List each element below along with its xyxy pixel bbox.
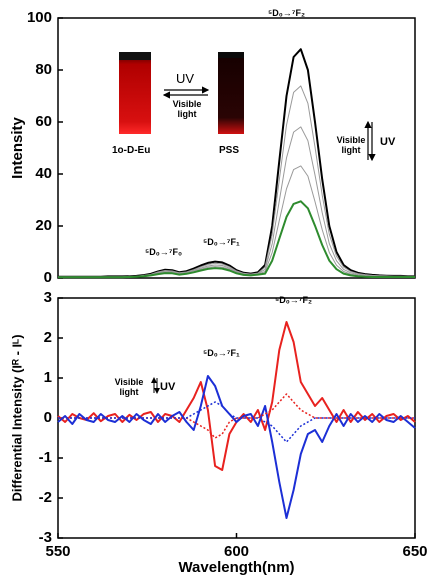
y-tick-label: 80 [35, 61, 52, 78]
y-tick-label: 100 [27, 9, 52, 26]
cuvette-1o [119, 52, 151, 134]
y-tick-label: 20 [35, 217, 52, 234]
inset-label: PSS [219, 145, 240, 156]
y-tick-label: 40 [35, 165, 52, 182]
series-line [58, 401, 415, 443]
y-tick-label: 60 [35, 113, 52, 130]
annotation: ⁵D₀→⁷F₀ [145, 247, 183, 257]
x-tick-label: 550 [45, 543, 70, 560]
y-tick-label: -3 [39, 529, 52, 546]
annotation: UV [380, 136, 396, 148]
cuvette-cap [119, 52, 151, 60]
inset-label: 1o-D-Eu [112, 145, 151, 156]
annotation: ⁵D₀→⁷F₂ [275, 295, 312, 305]
y-tick-label: 1 [44, 369, 52, 386]
annotation: Visible light [114, 377, 144, 397]
inset-label: Visible light [172, 99, 202, 119]
annotation: ⁵D₀→⁷F₂ [268, 8, 305, 18]
x-tick-label: 600 [224, 543, 249, 560]
cuvette-pss [218, 52, 244, 134]
y-tick-label: 0 [44, 409, 52, 426]
annotation: UV [160, 381, 176, 393]
y-tick-label: -1 [39, 449, 52, 466]
series-line [57, 375, 416, 519]
inset-label: UV [176, 71, 195, 86]
y-axis-label: Differential Intensity (Iᴿ - Iᴸ) [9, 334, 24, 501]
cuvette-cap [218, 52, 244, 58]
y-tick-label: 0 [44, 269, 52, 286]
annotation: ⁵D₀→⁷F₁ [203, 237, 240, 247]
series-line [58, 165, 415, 278]
y-tick-label: -2 [39, 489, 52, 506]
y-axis-label: Intensity [9, 117, 26, 179]
series-line [58, 200, 415, 279]
y-tick-label: 3 [44, 289, 52, 306]
y-tick-label: 2 [44, 329, 52, 346]
annotation: ⁵D₀→⁷F₁ [203, 348, 240, 358]
x-tick-label: 650 [402, 543, 427, 560]
x-axis-label: Wavelength(nm) [178, 559, 294, 576]
plot-frame [57, 17, 416, 279]
annotation: Visible light [336, 135, 366, 155]
